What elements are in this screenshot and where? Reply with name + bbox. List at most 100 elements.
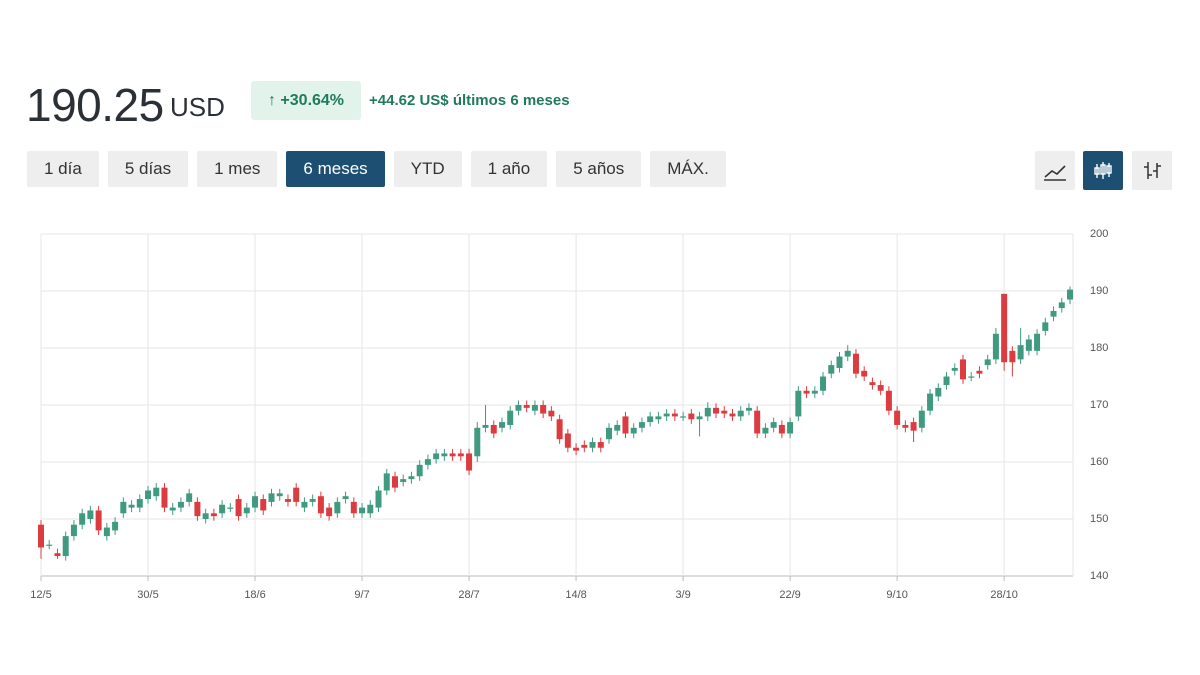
candle-body (1034, 333, 1041, 351)
range-button[interactable]: 6 meses (286, 151, 385, 187)
y-tick-label: 180 (1090, 342, 1108, 354)
candle-body (284, 499, 291, 502)
y-tick-label: 170 (1090, 399, 1108, 411)
change-text: US$ últimos 6 meses (419, 92, 570, 109)
icon (1044, 165, 1066, 181)
candle-body (959, 359, 966, 380)
arrow-icon: ↑ (267, 92, 281, 109)
candle-body (647, 416, 654, 423)
candle-body (153, 487, 160, 497)
range-button[interactable]: 1 mes (197, 151, 278, 187)
candle-body (186, 493, 193, 502)
candle-body (202, 513, 209, 519)
candle-body (416, 464, 423, 477)
candle-body (680, 416, 687, 418)
range-button[interactable]: 5 años (556, 151, 642, 187)
range-button[interactable]: YTD (393, 151, 462, 187)
candle-body (498, 422, 505, 428)
range-button[interactable]: MÁX. (650, 151, 726, 187)
candle-body (638, 422, 645, 428)
candle-body (935, 387, 942, 397)
candle-body (309, 499, 316, 502)
candle-body (836, 356, 843, 368)
candle-body (95, 510, 102, 531)
candle-body (696, 416, 703, 420)
candle-body (38, 524, 44, 548)
candle-body (103, 527, 110, 537)
change: +44.62 US$ últimos 6 meses (369, 92, 570, 109)
candle-body (177, 501, 184, 508)
candle-body (721, 410, 728, 414)
candle-body (704, 407, 711, 417)
x-tick-label: 3/9 (675, 589, 690, 601)
candle-body (120, 501, 127, 514)
y-tick-label: 200 (1090, 228, 1108, 240)
candle-body (852, 353, 859, 374)
range-button[interactable]: 1 día (27, 151, 99, 187)
candle-body (375, 490, 382, 508)
candle-body (482, 424, 489, 428)
candle-body (770, 422, 777, 428)
candle-body (408, 476, 415, 480)
candle-body (1067, 289, 1073, 300)
candle-body (507, 410, 514, 425)
candle-body (540, 405, 547, 414)
range-button[interactable]: 1 año (470, 151, 548, 187)
x-tick-label: 14/8 (565, 589, 586, 601)
candle-body (136, 499, 143, 508)
range-button[interactable]: 5 días (107, 151, 189, 187)
change-abs: +44.62 (369, 92, 416, 109)
candle-body (515, 405, 522, 411)
x-tick-label: 28/7 (458, 589, 479, 601)
candle-body (729, 413, 736, 417)
candle-body (466, 453, 473, 471)
candle-body (219, 504, 226, 514)
candle-body (260, 499, 267, 511)
ohlc-chart-button[interactable] (1132, 151, 1172, 190)
candle-body (984, 359, 991, 366)
candle-body (268, 493, 275, 502)
candle-body (531, 405, 538, 411)
line-chart-button[interactable] (1035, 151, 1075, 190)
candle-body (433, 453, 440, 460)
candle-body (457, 453, 464, 457)
candle-body (227, 507, 234, 509)
candle-body (161, 487, 168, 508)
change-pct: +30.64% (280, 92, 345, 109)
candle-body (581, 444, 588, 448)
candle-body (778, 424, 785, 434)
candle-body (811, 390, 818, 394)
candle-body (194, 501, 201, 517)
candle-body (820, 376, 827, 391)
candle-body (861, 370, 868, 377)
candle-body (713, 407, 720, 414)
candle-body (243, 507, 250, 514)
candle-body (490, 424, 497, 434)
candle-body (400, 479, 407, 482)
candle-body (79, 513, 86, 525)
candle-body (87, 510, 94, 519)
candle-body (556, 419, 563, 440)
candle-body (927, 393, 934, 411)
y-tick-label: 190 (1090, 285, 1108, 297)
candle-body (614, 424, 621, 431)
candle-body (1025, 339, 1032, 351)
range-buttons: 1 día 5 días 1 mes 6 meses YTD 1 año 5 años MÁX… (27, 151, 726, 187)
candle-body (293, 487, 300, 502)
candle-body (70, 524, 77, 537)
candle-body (943, 376, 950, 386)
candle-body (342, 496, 349, 500)
candle-body (844, 350, 851, 357)
currency: USD (170, 92, 225, 122)
x-tick-label: 12/5 (30, 589, 51, 601)
y-tick-label: 150 (1090, 513, 1108, 525)
candle-body (688, 413, 695, 420)
candle-body (548, 410, 555, 417)
candle-body (754, 410, 761, 434)
candle-body (235, 499, 242, 517)
candle-body (367, 504, 374, 514)
x-tick-label: 28/10 (990, 589, 1018, 601)
candle-body (795, 390, 802, 417)
candle-chart-button[interactable] (1083, 151, 1123, 190)
